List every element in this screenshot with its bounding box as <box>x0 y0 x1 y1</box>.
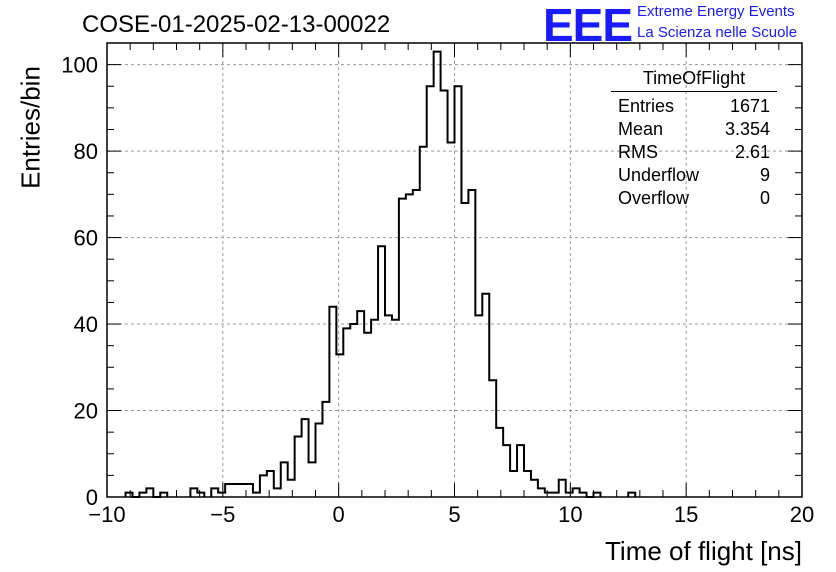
x-tick-labels: −10 −5 0 5 10 15 20 <box>88 502 814 527</box>
histogram-bin <box>146 488 153 497</box>
histogram-bin <box>399 199 406 497</box>
y-tick-labels: 0 20 40 60 80 100 <box>61 53 98 510</box>
histogram-bin <box>559 480 566 497</box>
histogram-bin <box>364 333 371 497</box>
logo-line-1: Extreme Energy Events <box>637 3 795 20</box>
histogram-bin <box>475 315 482 497</box>
grid-lines <box>107 43 802 497</box>
y-axis-label: Entries/bin <box>15 66 46 189</box>
x-tick-label: 15 <box>674 502 698 527</box>
histogram-bin <box>225 484 232 497</box>
histogram-bin <box>232 484 253 497</box>
x-tick-label: −10 <box>88 502 125 527</box>
histogram-bin <box>336 354 343 497</box>
stats-row-mean: Mean 3.354 <box>611 118 777 141</box>
stats-title: TimeOfFlight <box>611 68 777 92</box>
x-axis-label: Time of flight [ns] <box>605 536 802 566</box>
histogram-bin <box>413 190 420 497</box>
histogram-bin <box>420 147 427 497</box>
histogram-bin <box>322 402 329 497</box>
histogram-bin <box>434 52 441 497</box>
y-tick-label: 80 <box>74 139 98 164</box>
stats-label: RMS <box>618 142 658 162</box>
histogram-bins <box>126 52 636 497</box>
histogram-bin <box>455 86 462 497</box>
x-tick-label: 20 <box>790 502 814 527</box>
histogram-bin <box>274 488 281 497</box>
stats-value: 9 <box>759 165 770 185</box>
histogram-bin <box>357 311 364 497</box>
histogram-bin <box>573 488 580 497</box>
histogram-bin <box>489 380 496 497</box>
x-tick-label: −5 <box>210 502 235 527</box>
histogram-bin <box>260 475 267 497</box>
stats-value: 2.61 <box>734 142 770 162</box>
histogram-bin <box>281 462 288 497</box>
eee-logo: EEE <box>543 0 633 51</box>
stats-box: TimeOfFlight Entries 1671 Mean 3.354 RMS… <box>611 68 777 210</box>
histogram-bin <box>468 190 475 497</box>
histogram-bin <box>343 328 350 497</box>
y-tick-label: 100 <box>61 53 98 78</box>
stats-value: 1671 <box>729 96 770 116</box>
x-tick-label: 0 <box>333 502 345 527</box>
histogram-bin <box>371 320 378 497</box>
histogram-bin <box>309 462 316 497</box>
histogram-bin <box>461 203 468 497</box>
histogram-bin <box>211 488 218 497</box>
histogram-bin <box>531 480 538 497</box>
stats-value: 3.354 <box>724 119 770 139</box>
histogram-bin <box>510 471 517 497</box>
histogram-bin <box>448 142 455 497</box>
logo-line-2: La Scienza nelle Scuole <box>637 24 798 41</box>
axis-ticks <box>106 42 803 498</box>
stats-label: Mean <box>618 119 664 139</box>
histogram-bin <box>302 419 309 497</box>
run-title: COSE-01-2025-02-13-00022 <box>82 11 391 38</box>
stats-row-overflow: Overflow 0 <box>611 187 777 210</box>
histogram-bin <box>406 194 413 497</box>
stats-value: 0 <box>759 188 770 208</box>
stats-label: Overflow <box>618 188 690 208</box>
histogram-bin <box>329 307 336 497</box>
x-tick-label: 5 <box>448 502 460 527</box>
x-tick-label: 10 <box>558 502 582 527</box>
histogram-bin <box>392 320 399 497</box>
histogram-bin <box>496 428 503 497</box>
histogram-bin <box>190 488 197 497</box>
stats-row-entries: Entries 1671 <box>611 95 777 118</box>
histogram-bin <box>288 480 295 497</box>
histogram-bin <box>524 471 531 497</box>
histogram-bin <box>517 445 524 497</box>
histogram-bin <box>427 86 434 497</box>
y-tick-label: 0 <box>86 485 98 510</box>
y-tick-label: 20 <box>74 399 98 424</box>
histogram-bin <box>503 445 510 497</box>
histogram-bin <box>385 315 392 497</box>
histogram-bin <box>267 471 274 497</box>
histogram-bin <box>378 246 385 497</box>
histogram-bin <box>538 488 545 497</box>
y-tick-label: 40 <box>74 312 98 337</box>
stats-label: Underflow <box>618 165 700 185</box>
stats-row-rms: RMS 2.61 <box>611 141 777 164</box>
histogram-outline <box>124 50 637 498</box>
histogram-bin <box>316 423 323 497</box>
y-tick-label: 60 <box>74 226 98 251</box>
stats-label: Entries <box>618 96 675 116</box>
stats-row-underflow: Underflow 9 <box>611 164 777 187</box>
histogram-bin <box>295 436 302 497</box>
